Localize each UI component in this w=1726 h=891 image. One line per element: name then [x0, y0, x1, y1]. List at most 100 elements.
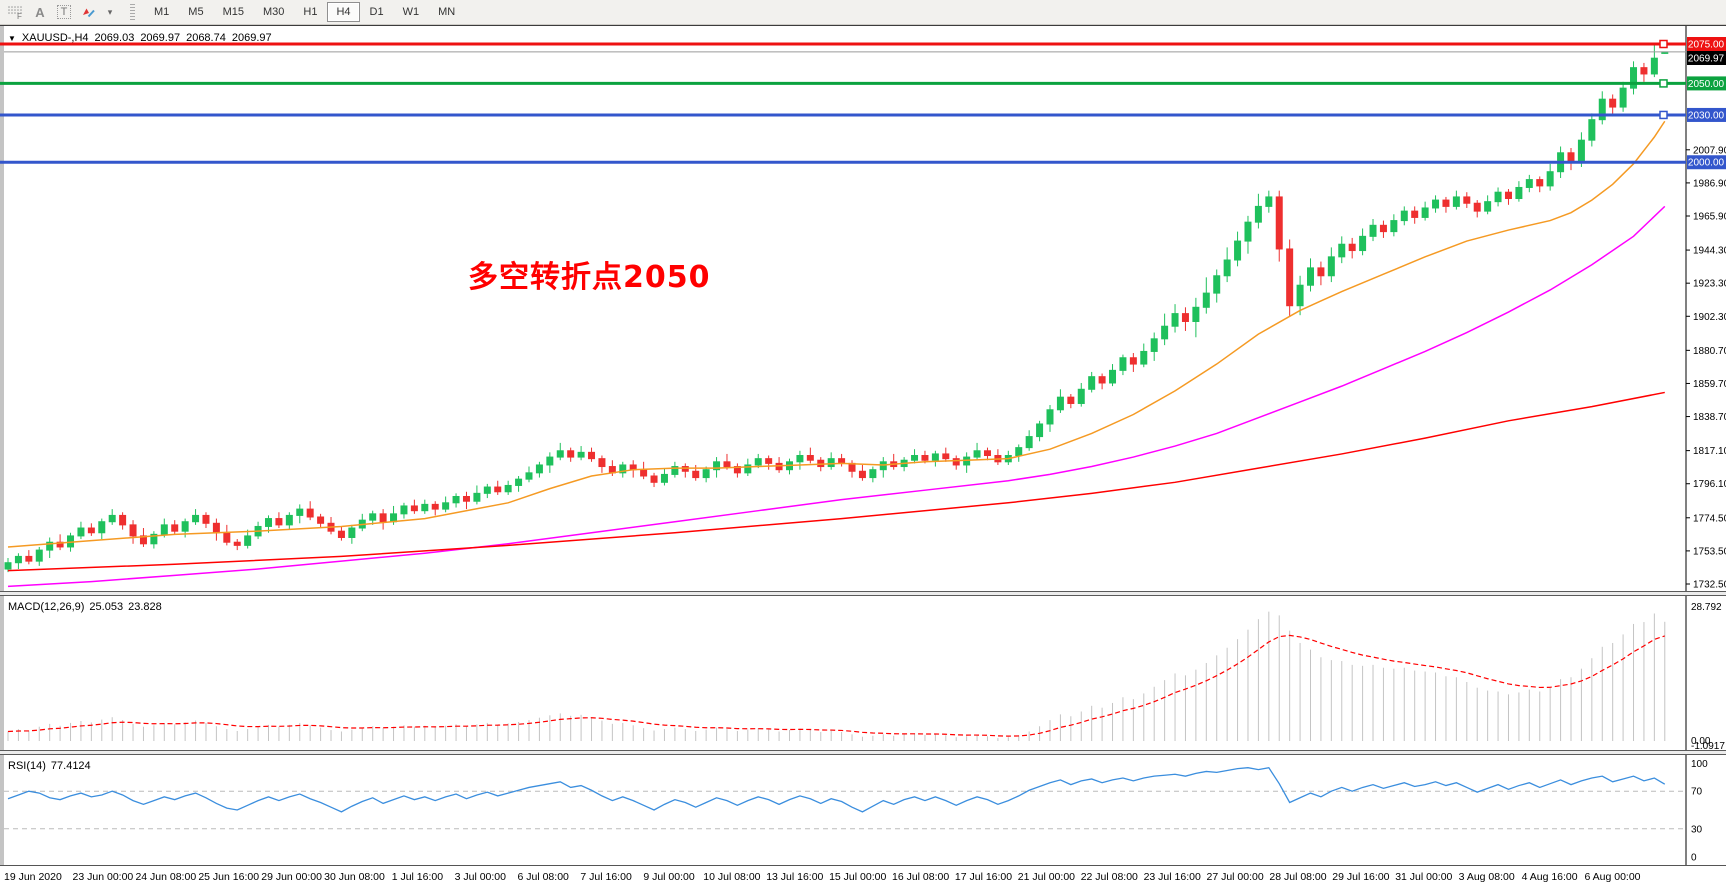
time-axis-label: 23 Jun 00:00: [72, 871, 134, 883]
macd-value-main: 25.053: [89, 601, 124, 613]
candles-layer: [4, 43, 1669, 573]
macd-name: MACD(12,26,9): [8, 601, 85, 613]
timeframe-button-M15[interactable]: M15: [214, 2, 253, 22]
timeframe-button-H1[interactable]: H1: [294, 2, 326, 22]
time-axis[interactable]: 19 Jun 2020 23 Jun 00:00 24 Jun 08:00 25 Ju…: [0, 866, 1726, 891]
price-tick-label: 1923.30: [1693, 279, 1726, 290]
timeframe-button-M30[interactable]: M30: [254, 2, 293, 22]
fibonacci-dots-icon: F: [8, 5, 22, 20]
time-axis-label: 25 Jun 16:00: [198, 871, 260, 883]
svg-text:2050.00: 2050.00: [1688, 79, 1725, 90]
price-tick-label: 1965.90: [1693, 212, 1726, 223]
time-axis-label: 30 Jun 08:00: [324, 871, 385, 883]
price-tick-label: 1986.90: [1693, 178, 1726, 189]
time-axis-label: 3 Jul 00:00: [454, 871, 506, 883]
price-tick-label: 1817.10: [1693, 446, 1726, 457]
price-tick-label: 1944.30: [1693, 246, 1726, 257]
price-tick-label: 1774.50: [1693, 513, 1726, 524]
time-axis-label: 7 Jul 16:00: [580, 871, 632, 883]
price-level-badge: [1687, 107, 1726, 122]
timeframe-button-M5[interactable]: M5: [179, 2, 212, 22]
arrows-dropdown-caret-icon[interactable]: ▾: [107, 6, 113, 17]
time-axis-label: 6 Jul 08:00: [517, 871, 569, 883]
time-axis-label: 29 Jul 16:00: [1332, 871, 1390, 883]
ma-fast-orange: [7, 120, 1666, 548]
macd-scale-max: 28.792: [1691, 602, 1722, 613]
time-axis-label: 9 Jul 00:00: [643, 871, 695, 883]
fibonacci-tool-icon[interactable]: F: [6, 2, 26, 22]
macd-signal-line: [7, 634, 1665, 737]
current-price-badge: 2069.97: [1687, 51, 1726, 65]
svg-text:2000.00: 2000.00: [1688, 158, 1725, 169]
price-tick-label: 1880.70: [1693, 346, 1726, 357]
symbol-ohlc-label[interactable]: ▼ XAUUSD-,H4 2069.03 2069.97 2068.74 206…: [8, 32, 272, 44]
price-level-badge: [1687, 155, 1726, 170]
level-line-2000.00[interactable]: 2000.00: [0, 155, 1726, 170]
chart-annotation-text[interactable]: 多空转折点2050: [468, 260, 711, 295]
time-axis-label: 15 Jul 00:00: [829, 871, 887, 883]
macd-scale-zero: 0.00: [1691, 736, 1711, 747]
price-tick-label: 1732.50: [1693, 580, 1726, 591]
level-line-2030.00[interactable]: 2030.00: [0, 107, 1726, 122]
time-axis-label: 1 Jul 16:00: [391, 871, 444, 883]
ohlc-open: 2069.03: [94, 32, 135, 44]
ma-mid-magenta: [7, 205, 1666, 588]
rsi-scale-label: 0: [1691, 853, 1697, 864]
timeframe-button-group: M1 M5 M15 M30 H1 H4 D1 W1 MN: [145, 2, 464, 22]
time-axis-label: 23 Jul 16:00: [1143, 871, 1201, 883]
rsi-label: RSI(14) 77.4124: [8, 760, 91, 772]
symbol-dropdown-icon[interactable]: ▼: [8, 33, 16, 43]
time-axis-label: 22 Jul 08:00: [1080, 871, 1138, 883]
level-line-2050.00[interactable]: 2050.00: [0, 76, 1726, 91]
main-chart-canvas[interactable]: 2075.00 2050.00 2030.00 2000.00 2007.90 1986.…: [0, 26, 1726, 591]
time-axis-label: 19 Jun 2020: [4, 871, 62, 883]
timeframe-button-W1[interactable]: W1: [394, 2, 429, 22]
timeframe-button-H4[interactable]: H4: [327, 2, 360, 22]
svg-text:F: F: [17, 12, 22, 20]
time-axis-label: 28 Jul 08:00: [1269, 871, 1327, 883]
window-splitter-2[interactable]: [0, 750, 1726, 755]
price-tick-label: 1753.50: [1693, 546, 1726, 557]
time-axis-label: 6 Aug 00:00: [1584, 871, 1641, 883]
time-axis-label: 3 Aug 08:00: [1458, 871, 1515, 883]
price-level-badge: [1687, 76, 1726, 91]
rsi-value: 77.4124: [50, 760, 91, 772]
text-label-tool-icon[interactable]: T: [54, 2, 74, 22]
macd-label: MACD(12,26,9) 25.053 23.828: [8, 601, 162, 613]
svg-text:2075.00: 2075.00: [1688, 40, 1725, 51]
svg-text:2069.97: 2069.97: [1688, 54, 1725, 65]
ma-slow-red: [7, 391, 1665, 572]
time-axis-label: 24 Jun 08:00: [135, 871, 197, 883]
price-tick-label: 1859.70: [1693, 379, 1726, 390]
text-tool-icon[interactable]: A: [35, 4, 45, 20]
timeframe-button-D1[interactable]: D1: [361, 2, 393, 22]
time-axis-label: 16 Jul 08:00: [891, 871, 950, 883]
price-tick-label: 1902.30: [1693, 312, 1726, 323]
rsi-name: RSI(14): [8, 760, 46, 772]
price-tick-label: 2007.90: [1693, 145, 1726, 156]
rsi-window[interactable]: 100 70 30 0 RSI(14) 77.4124: [0, 755, 1726, 866]
time-axis-label: 27 Jul 00:00: [1206, 871, 1264, 883]
rsi-canvas[interactable]: 100 70 30 0: [0, 755, 1726, 865]
macd-window[interactable]: 28.792 0.00 -1.0917 MACD(12,26,9) 25.053 2…: [0, 596, 1726, 752]
timeframe-button-M1[interactable]: M1: [145, 2, 178, 22]
window-splitter[interactable]: [0, 591, 1726, 596]
chart-area: 2075.00 2050.00 2030.00 2000.00 2007.90 1986.…: [0, 25, 1726, 891]
symbol-label: XAUUSD-,H4: [21, 32, 89, 44]
timeframe-button-MN[interactable]: MN: [429, 2, 464, 22]
arrow-objects-tool-icon[interactable]: [78, 2, 98, 22]
time-axis-label: 31 Jul 00:00: [1395, 871, 1453, 883]
text-label-glyph: T: [56, 5, 72, 19]
time-axis-label: 21 Jul 00:00: [1017, 871, 1075, 883]
svg-text:2030.00: 2030.00: [1688, 110, 1725, 121]
toolbar-group-handle[interactable]: [130, 4, 135, 20]
macd-canvas[interactable]: 28.792 0.00 -1.0917: [0, 596, 1726, 752]
main-chart-window[interactable]: 2075.00 2050.00 2030.00 2000.00 2007.90 1986.…: [0, 25, 1726, 591]
ohlc-low: 2068.74: [186, 32, 226, 44]
level-line-2075.00[interactable]: 2075.00: [0, 37, 1726, 51]
time-axis-label: 13 Jul 16:00: [766, 871, 824, 883]
ohlc-high: 2069.97: [140, 32, 181, 44]
macd-histogram: [7, 611, 1666, 741]
macd-value-signal: 23.828: [128, 601, 162, 613]
